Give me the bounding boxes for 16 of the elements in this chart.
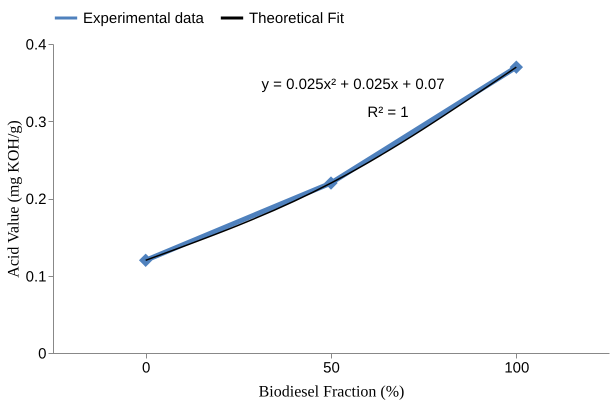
y-tick-label: 0.3 [26, 114, 46, 131]
x-tick-label: 50 [323, 360, 340, 376]
y-tick-label: 0.4 [26, 36, 46, 54]
y-axis-title: Acid Value (mg KOH/g) [6, 120, 23, 278]
point [510, 60, 524, 74]
y-tick-label: 0.1 [26, 268, 46, 286]
x-tick-label: 100 [504, 360, 530, 376]
annotation: R² = 1 [367, 104, 409, 121]
annotation: y = 0.025x² + 0.025x + 0.07 [261, 76, 445, 93]
x-axis-title: Biodiesel Fraction (%) [258, 384, 404, 400]
y-tick-label: 0.2 [26, 191, 46, 208]
x-tick-label: 0 [142, 360, 150, 376]
point [138, 254, 152, 268]
y-tick-label: 0 [38, 346, 46, 362]
legend-label: Experimental data [83, 10, 205, 27]
legend-label: Theoretical Fit [249, 10, 345, 27]
